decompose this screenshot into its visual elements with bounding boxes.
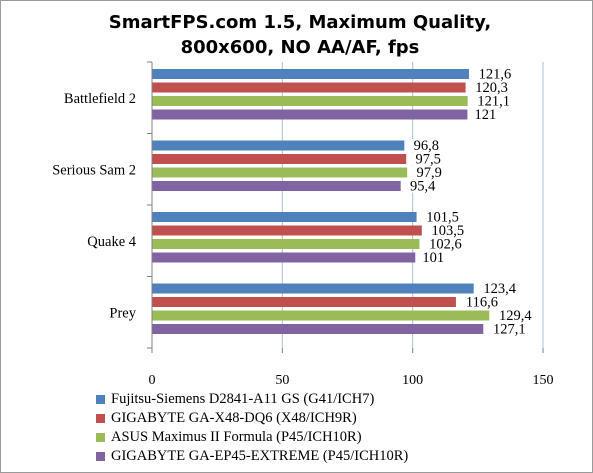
category-label: Prey [109, 305, 136, 321]
x-tick-label: 0 [149, 373, 156, 388]
legend-item: GIGABYTE GA-EP45-EXTREME (P45/ICH10R) [96, 447, 566, 466]
data-label-bg [423, 224, 472, 237]
legend-label: ASUS Maximus II Formula (P45/ICH10R) [111, 429, 362, 445]
data-label: 121,6 [479, 67, 512, 83]
chart-title: SmartFPS.com 1.5, Maximum Quality, 800x6… [108, 12, 492, 58]
bar [152, 181, 401, 191]
data-label-bg [402, 179, 443, 193]
bar [152, 212, 417, 222]
data-label-bg [409, 166, 450, 179]
bar [152, 324, 484, 334]
category-label: Serious Sam 2 [52, 162, 136, 178]
bar [152, 167, 408, 178]
legend-swatch [96, 395, 105, 404]
legend-label: GIGABYTE GA-EP45-EXTREME (P45/ICH10R) [111, 448, 409, 464]
data-label: 127,1 [493, 322, 526, 338]
legend-item: ASUS Maximus II Formula (P45/ICH10R) [96, 428, 566, 447]
data-label: 101 [422, 250, 444, 266]
data-label: 120,3 [475, 80, 508, 96]
data-label: 101,5 [426, 210, 459, 226]
data-label: 95,4 [410, 179, 436, 195]
legend-item: Fujitsu-Siemens D2841-A11 GS (G41/ICH7) [96, 390, 566, 409]
legend-swatch [96, 414, 105, 423]
data-label: 121 [475, 107, 497, 123]
category-label: Battlefield 2 [64, 91, 136, 107]
bar [152, 225, 422, 236]
data-label-bg [417, 251, 450, 264]
bar [152, 109, 468, 120]
legend-swatch [96, 452, 105, 461]
data-label: 102,6 [429, 237, 462, 253]
bar [152, 140, 405, 151]
x-tick-label: 150 [533, 373, 554, 388]
data-label: 116,6 [466, 295, 498, 311]
bar [152, 82, 466, 93]
bar [152, 239, 420, 249]
bar [152, 310, 490, 321]
data-label: 97,9 [417, 165, 442, 181]
data-label-bg [418, 210, 467, 224]
data-label-bg [469, 94, 518, 108]
x-tick-label: 100 [402, 373, 423, 388]
legend-swatch [96, 433, 105, 442]
legend-item: GIGABYTE GA-X48-DQ6 (X48/ICH9R) [96, 409, 566, 428]
bar [152, 96, 468, 106]
data-label-bg [421, 237, 470, 251]
data-label-bg [470, 67, 519, 81]
data-label-bg [469, 108, 502, 121]
legend-label: GIGABYTE GA-X48-DQ6 (X48/ICH9R) [111, 410, 357, 426]
bar [152, 283, 474, 294]
bar [152, 297, 456, 307]
data-label: 96,8 [414, 138, 439, 154]
data-label-bg [491, 309, 540, 322]
x-tick-label: 50 [275, 373, 289, 388]
legend-label: Fujitsu-Siemens D2841-A11 GS (G41/ICH7) [111, 391, 375, 407]
data-label-bg [467, 81, 516, 94]
data-label-bg [457, 295, 506, 309]
data-label-bg [406, 139, 447, 152]
data-label: 129,4 [499, 308, 532, 324]
data-label-bg [485, 322, 534, 336]
data-label: 123,4 [483, 281, 516, 297]
bar [152, 154, 407, 164]
data-label: 121,1 [477, 94, 510, 110]
data-label-bg [475, 282, 524, 295]
category-label: Quake 4 [87, 234, 136, 250]
bar [152, 252, 416, 263]
data-label-bg [408, 152, 449, 166]
data-label: 103,5 [431, 223, 464, 239]
bar [152, 69, 469, 79]
data-label: 97,5 [415, 152, 440, 168]
legend: Fujitsu-Siemens D2841-A11 GS (G41/ICH7) … [96, 390, 566, 466]
